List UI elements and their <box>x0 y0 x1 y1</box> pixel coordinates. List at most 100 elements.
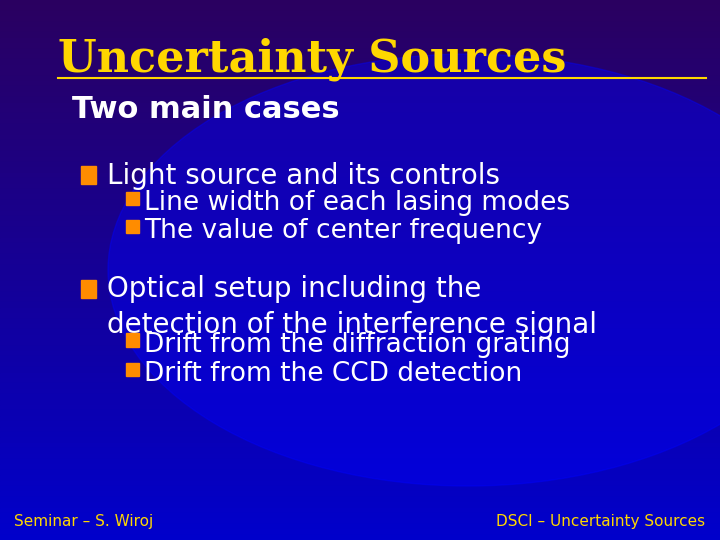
Bar <box>0 340 720 346</box>
Bar <box>0 238 720 243</box>
Bar <box>0 481 720 486</box>
Bar <box>0 22 720 27</box>
Bar <box>0 319 720 324</box>
Bar <box>0 173 720 178</box>
FancyBboxPatch shape <box>126 192 139 205</box>
Bar <box>0 243 720 248</box>
Bar <box>0 43 720 49</box>
Bar <box>0 49 720 54</box>
Bar <box>0 113 720 119</box>
Bar <box>0 454 720 459</box>
Bar <box>0 86 720 92</box>
Bar <box>0 162 720 167</box>
Bar <box>0 200 720 205</box>
Bar <box>0 184 720 189</box>
Bar <box>0 437 720 443</box>
Bar <box>0 464 720 470</box>
Bar <box>0 211 720 216</box>
Bar <box>0 427 720 432</box>
Bar <box>0 432 720 437</box>
Bar <box>0 470 720 475</box>
Bar <box>0 502 720 508</box>
Bar <box>0 108 720 113</box>
Bar <box>0 76 720 81</box>
Bar <box>0 394 720 400</box>
Bar <box>0 421 720 427</box>
Bar <box>0 475 720 481</box>
Bar <box>0 248 720 254</box>
Bar <box>0 270 720 275</box>
Text: Drift from the CCD detection: Drift from the CCD detection <box>144 361 522 387</box>
Bar <box>0 362 720 367</box>
Bar <box>0 383 720 389</box>
Bar <box>0 491 720 497</box>
Bar <box>0 497 720 502</box>
Bar <box>0 259 720 265</box>
Bar <box>0 286 720 292</box>
Bar <box>0 124 720 130</box>
Bar <box>0 81 720 86</box>
Bar <box>0 281 720 286</box>
Bar <box>0 216 720 221</box>
Bar <box>0 194 720 200</box>
Bar <box>0 103 720 108</box>
Bar <box>0 27 720 32</box>
Ellipse shape <box>108 54 720 486</box>
Bar <box>0 130 720 135</box>
Bar <box>0 308 720 313</box>
Bar <box>0 5 720 11</box>
Bar <box>0 232 720 238</box>
Bar <box>0 410 720 416</box>
Bar <box>0 70 720 76</box>
Bar <box>0 513 720 518</box>
Bar <box>0 405 720 410</box>
Bar <box>0 275 720 281</box>
Bar <box>0 297 720 302</box>
Bar <box>0 97 720 103</box>
FancyBboxPatch shape <box>126 220 139 233</box>
Bar <box>0 11 720 16</box>
FancyBboxPatch shape <box>81 166 96 184</box>
Bar <box>0 329 720 335</box>
Bar <box>0 416 720 421</box>
Bar <box>0 254 720 259</box>
Text: Line width of each lasing modes: Line width of each lasing modes <box>144 190 570 216</box>
Text: Seminar – S. Wiroj: Seminar – S. Wiroj <box>14 514 153 529</box>
Bar <box>0 205 720 211</box>
Bar <box>0 135 720 140</box>
Bar <box>0 373 720 378</box>
Bar <box>0 227 720 232</box>
Bar <box>0 292 720 297</box>
Bar <box>0 0 720 5</box>
Bar <box>0 448 720 454</box>
Bar <box>0 324 720 329</box>
Bar <box>0 59 720 65</box>
Bar <box>0 351 720 356</box>
FancyBboxPatch shape <box>126 363 139 376</box>
Text: The value of center frequency: The value of center frequency <box>144 218 542 244</box>
Bar <box>0 16 720 22</box>
Bar <box>0 335 720 340</box>
Bar <box>0 146 720 151</box>
Text: DSCI – Uncertainty Sources: DSCI – Uncertainty Sources <box>497 514 706 529</box>
Text: Drift from the diffraction grating: Drift from the diffraction grating <box>144 332 570 357</box>
Bar <box>0 167 720 173</box>
Bar <box>0 32 720 38</box>
FancyBboxPatch shape <box>126 333 139 347</box>
Bar <box>0 221 720 227</box>
FancyBboxPatch shape <box>81 280 96 298</box>
Text: Optical setup including the
detection of the interference signal: Optical setup including the detection of… <box>107 275 597 339</box>
Bar <box>0 518 720 524</box>
Bar <box>0 140 720 146</box>
Bar <box>0 92 720 97</box>
Bar <box>0 189 720 194</box>
Bar <box>0 65 720 70</box>
Bar <box>0 346 720 351</box>
Text: Two main cases: Two main cases <box>72 94 340 124</box>
Bar <box>0 367 720 373</box>
Bar <box>0 459 720 464</box>
Bar <box>0 524 720 529</box>
Bar <box>0 400 720 405</box>
Bar <box>0 508 720 513</box>
Bar <box>0 389 720 394</box>
